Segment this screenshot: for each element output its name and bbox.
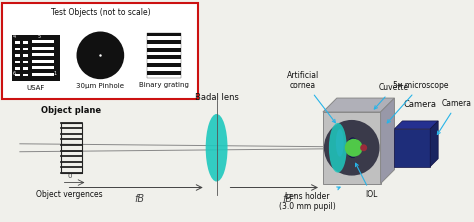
Text: Camera: Camera [438,99,472,135]
Bar [32,73,54,76]
Bar [32,60,54,63]
Bar [147,63,181,67]
Circle shape [360,144,367,151]
Bar [147,32,181,78]
Text: 1: 1 [54,71,57,76]
Circle shape [324,120,380,176]
Polygon shape [430,121,438,167]
Bar [15,42,20,44]
Bar [147,71,181,75]
Text: Artificial
cornea: Artificial cornea [287,71,336,123]
Bar [32,66,54,69]
Bar [32,40,54,44]
Bar [12,36,60,81]
Text: 4: 4 [13,34,16,40]
Text: Lens holder
(3.0 mm pupil): Lens holder (3.0 mm pupil) [279,187,340,211]
Bar [32,47,54,50]
Text: Test Objects (not to scale): Test Objects (not to scale) [51,8,150,17]
Text: fB: fB [134,194,144,204]
Circle shape [345,139,363,157]
Polygon shape [394,121,438,129]
Text: Binary grating: Binary grating [139,82,189,88]
Bar [15,61,20,63]
Text: 30μm Pinhole: 30μm Pinhole [76,83,124,89]
Bar [15,67,20,70]
Text: Cuvette: Cuvette [374,83,409,109]
Text: 5x microscope: 5x microscope [387,81,448,123]
Text: 0: 0 [67,172,72,178]
FancyBboxPatch shape [2,3,198,99]
Bar [61,123,82,172]
Bar [394,129,430,167]
Ellipse shape [206,114,228,182]
Bar [23,54,28,57]
Bar [23,61,28,63]
Polygon shape [381,98,394,184]
Text: IOL: IOL [356,163,378,199]
Bar [23,74,28,76]
Text: 5: 5 [38,34,41,40]
Bar [23,48,28,50]
Bar [15,48,20,50]
Bar [353,138,394,158]
Ellipse shape [329,123,347,172]
Ellipse shape [336,129,344,157]
Circle shape [76,32,124,79]
Bar [15,74,20,76]
Bar [147,55,181,59]
Bar [32,53,54,56]
Bar [147,32,181,36]
Bar [147,48,181,52]
Bar [15,54,20,57]
Bar [23,67,28,70]
Bar [23,42,28,44]
Bar [147,40,181,44]
Text: USAF: USAF [27,85,45,91]
Text: 6: 6 [13,71,16,76]
Text: Camera: Camera [404,100,437,109]
Text: Object vergences: Object vergences [36,190,103,200]
Bar [323,112,381,184]
Text: fB’: fB’ [283,194,296,204]
Text: Object plane: Object plane [42,106,101,115]
Text: Badal lens: Badal lens [195,93,238,102]
Polygon shape [323,98,394,112]
Ellipse shape [347,138,359,158]
